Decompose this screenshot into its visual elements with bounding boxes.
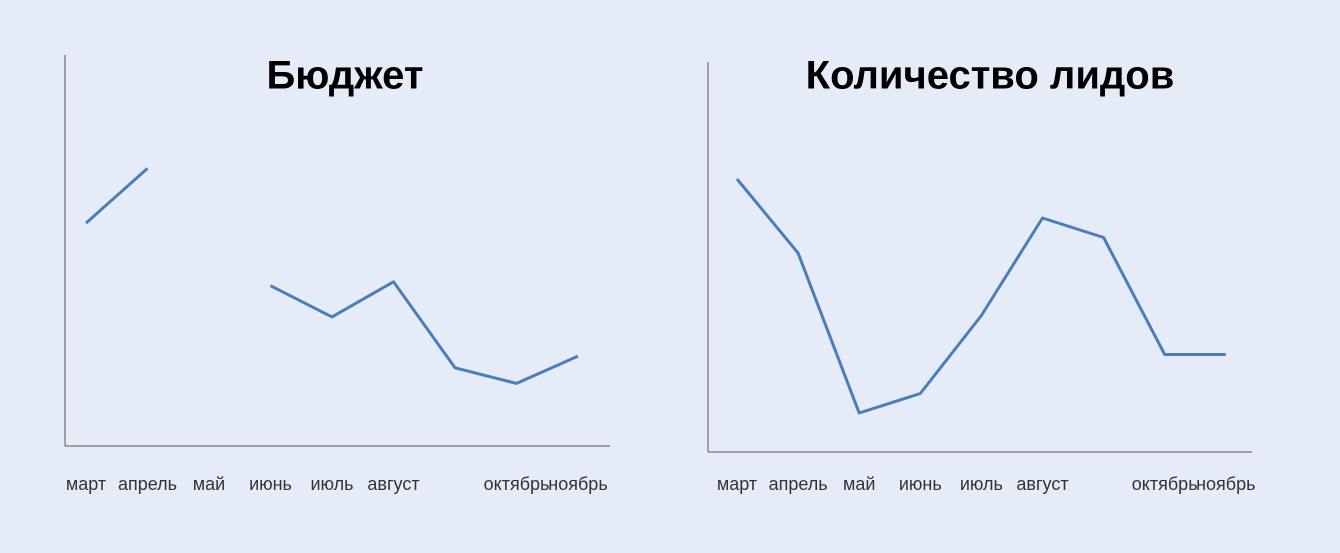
chart-title: Бюджет xyxy=(267,54,424,98)
x-tick-label: август xyxy=(1016,474,1068,494)
x-tick-label: апрель xyxy=(769,474,828,494)
x-tick-label: ноябрь xyxy=(1196,474,1255,494)
line xyxy=(735,178,1226,415)
x-tick-label: май xyxy=(843,474,875,494)
x-tick-label: июнь xyxy=(899,474,942,494)
x-tick-label: март xyxy=(717,474,757,494)
x-tick-label: май xyxy=(193,474,225,494)
x-tick-label: апрель xyxy=(118,474,177,494)
x-tick-label: июнь xyxy=(249,474,292,494)
line xyxy=(85,167,579,385)
x-tick-label: октябрь xyxy=(484,474,550,494)
x-tick-label: ноябрь xyxy=(548,474,607,494)
x-tick-label: октябрь xyxy=(1132,474,1198,494)
x-tick-label: июль xyxy=(310,474,353,494)
x-tick-label: июль xyxy=(960,474,1003,494)
x-tick-label: август xyxy=(367,474,419,494)
chart-title: Количество лидов xyxy=(806,54,1175,98)
x-tick-label: март xyxy=(66,474,106,494)
